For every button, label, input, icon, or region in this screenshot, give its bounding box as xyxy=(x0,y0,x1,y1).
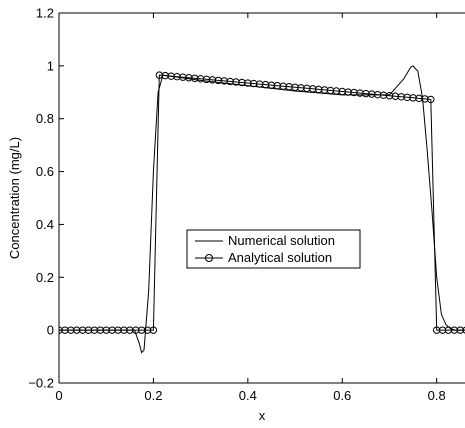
y-tick-label: 1.2 xyxy=(36,6,54,21)
y-tick-label: 0.8 xyxy=(36,111,54,126)
series-line xyxy=(59,74,465,331)
y-tick-labels: −0.2 0 0.2 0.4 0.6 0.8 1 1.2 xyxy=(28,6,54,391)
tick-marks xyxy=(58,12,438,384)
y-tick-label: 1 xyxy=(47,58,54,73)
y-tick-label: 0 xyxy=(47,323,54,338)
data-point xyxy=(427,95,435,104)
x-tick-label: 0.8 xyxy=(428,388,446,403)
x-tick-label: 0.6 xyxy=(333,388,351,403)
legend-box xyxy=(186,229,361,269)
x-axis-label: x xyxy=(259,408,266,423)
data-point xyxy=(149,326,158,334)
series-line xyxy=(59,65,465,354)
y-axis-label: Concentration (mg/L) xyxy=(7,137,22,259)
y-tick-label: 0.4 xyxy=(36,217,54,232)
data-point xyxy=(462,326,465,334)
legend-marker-analytical xyxy=(205,254,213,262)
axes xyxy=(58,12,465,384)
y-tick-label: 0.2 xyxy=(36,270,54,285)
x-tick-label: 0 xyxy=(55,388,62,403)
legend-label-numerical: Numerical solution xyxy=(228,233,335,248)
y-tick-label: −0.2 xyxy=(28,376,54,391)
series xyxy=(59,65,465,354)
x-tick-label: 0.4 xyxy=(239,388,257,403)
series-numerical xyxy=(59,65,465,354)
x-tick-labels: 0 0.2 0.4 0.6 0.8 xyxy=(55,388,445,403)
series-analytical xyxy=(59,71,465,334)
legend-label-analytical: Analytical solution xyxy=(228,250,332,265)
y-tick-label: 0.6 xyxy=(36,164,54,179)
x-tick-label: 0.2 xyxy=(144,388,162,403)
legend: Numerical solution Analytical solution xyxy=(186,229,361,269)
